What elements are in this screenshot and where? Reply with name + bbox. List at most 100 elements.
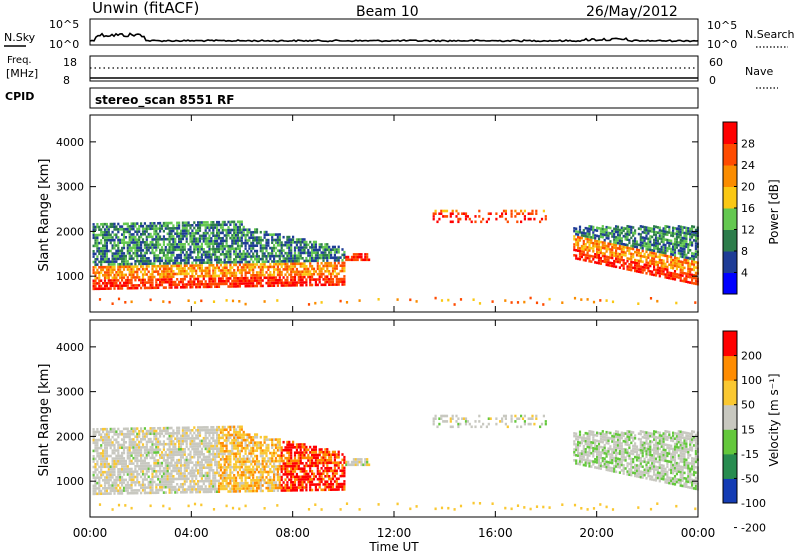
power-cell [229,250,232,253]
power-cell [523,209,526,213]
power-cell [128,246,131,250]
power-cell [649,262,652,265]
velocity-cell [141,443,145,446]
velocity-cell [136,448,139,452]
velocity-cell [219,428,222,432]
velocity-cell [225,482,228,485]
power-cell [132,284,135,287]
power-cell [115,284,118,288]
power-cell [597,227,601,230]
velocity-cell [189,431,192,435]
power-cell [656,242,659,245]
power-cell [128,254,131,258]
power-cell [692,231,696,234]
power-cell [183,221,186,225]
power-cell [324,262,327,265]
velocity-cell [236,433,240,437]
velocity-cell [197,453,200,456]
power-cell [193,283,196,286]
power-cell [664,273,667,276]
power-cell [140,222,143,225]
power-cell [117,284,120,287]
velocity-cell [240,479,243,482]
power-cell [92,255,95,258]
power-cell [350,258,354,262]
power-cell [303,262,306,265]
power-cell [141,265,145,268]
velocity-cell [240,428,243,431]
power-cell [316,254,319,257]
velocity-cell [187,485,190,489]
power-cell [242,225,245,229]
velocity-cell [124,435,127,439]
velocity-cell [206,431,209,435]
power-cell [620,247,623,251]
velocity-cell [231,487,234,490]
power-cell [200,283,203,286]
power-cell [618,231,621,234]
power-cell [527,212,530,215]
power-cell [248,260,251,264]
power-cell [282,276,285,279]
power-cell [172,245,175,249]
velocity-cell [98,492,101,496]
power-cell [673,237,677,241]
power-cell [147,259,150,263]
power-cell [164,256,167,260]
power-cell [227,271,230,275]
power-cell [138,259,141,263]
power-cell [248,284,251,288]
velocity-cell [103,427,107,431]
velocity-cell [187,472,190,475]
power-cell [274,260,278,263]
power-cell [276,244,279,247]
power-cell [170,280,173,284]
power-cell [269,273,272,277]
power-cell [677,265,680,268]
velocity-cell [195,445,198,448]
power-cell [297,270,300,274]
velocity-cell [105,441,108,444]
velocity-cell [121,481,124,484]
power-cell [155,246,158,249]
power-cell [687,251,690,254]
velocity-cell [217,455,221,458]
power-cell [132,233,135,236]
velocity-cell [100,489,103,493]
velocity-cell [103,476,107,479]
velocity-cell [248,471,251,474]
velocity-cell [115,449,118,452]
power-cell [138,225,141,228]
power-cell [168,280,171,284]
power-cell [322,259,325,262]
power-cell [166,278,169,281]
power-cell [122,241,126,244]
power-cell [140,257,143,260]
power-cell [651,230,654,233]
velocity-cell [248,487,251,490]
power-cell [335,272,338,276]
power-cell [214,258,217,262]
power-cell [516,212,519,215]
power-cell [274,238,278,242]
power-cell [544,217,547,221]
power-cell [252,233,255,237]
velocity-cell [155,459,158,462]
power-cell [235,228,238,232]
velocity-cell [107,481,110,485]
velocity-cell [107,462,110,466]
power-cell [105,268,108,272]
velocity-cell [227,476,230,480]
power-cell [620,242,623,246]
power-cell [605,244,608,248]
velocity-cell [183,466,186,470]
power-cell [278,260,281,263]
power-cell [681,274,684,277]
power-cell [128,225,131,228]
power-cell [679,279,682,282]
velocity-cell [202,474,205,478]
power-cell [231,285,234,288]
velocity-cell [189,455,192,459]
power-cell [117,252,120,255]
velocity-cell [98,484,101,487]
